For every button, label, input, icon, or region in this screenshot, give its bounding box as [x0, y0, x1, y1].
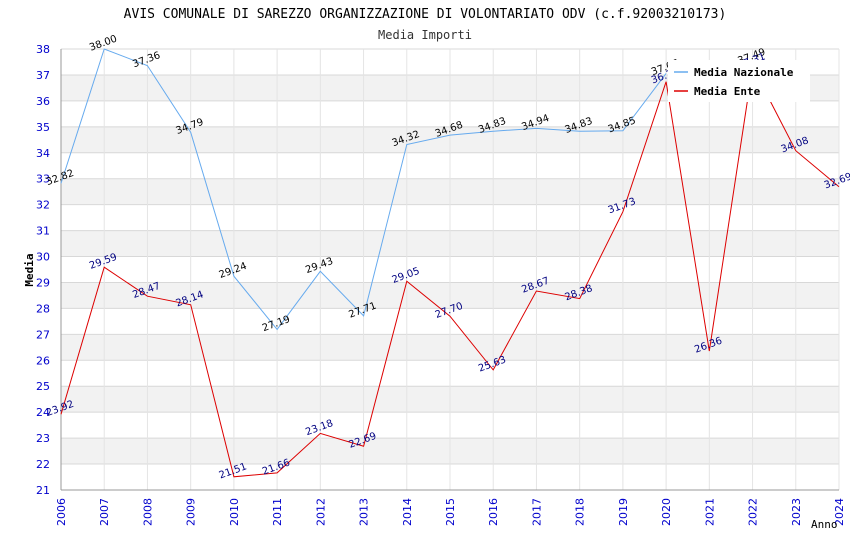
- y-tick-label: 33: [36, 173, 50, 186]
- x-tick-label: 2015: [444, 498, 457, 526]
- x-tick-label: 2021: [703, 498, 716, 526]
- y-tick-label: 32: [36, 199, 50, 212]
- x-tick-label: 2008: [141, 498, 154, 526]
- y-tick-label: 35: [36, 121, 50, 134]
- y-tick-label: 29: [36, 276, 50, 289]
- series-line-2: [60, 65, 840, 478]
- x-tick-label: 2012: [314, 498, 327, 526]
- x-tick-label: 2022: [747, 498, 760, 526]
- data-label: 27.19: [261, 314, 292, 334]
- y-tick-label: 26: [36, 354, 50, 367]
- x-tick-label: 2024: [833, 498, 846, 526]
- y-axis-label: Media: [23, 253, 36, 286]
- y-tick-label: 37: [36, 69, 50, 82]
- x-tick-label: 2013: [358, 498, 371, 526]
- x-tick-label: 2009: [185, 498, 198, 526]
- y-tick-label: 23: [36, 432, 50, 445]
- y-tick-label: 21: [36, 484, 50, 497]
- chart-subtitle: Media Importi: [378, 28, 472, 42]
- x-tick-label: 2023: [790, 498, 803, 526]
- chart-title: AVIS COMUNALE DI SAREZZO ORGANIZZAZIONE …: [124, 7, 727, 22]
- legend-label: Media Ente: [694, 85, 761, 98]
- axes: [60, 49, 839, 491]
- y-tick-label: 22: [36, 458, 50, 471]
- legend-box: [668, 60, 810, 102]
- x-tick-label: 2018: [574, 498, 587, 526]
- series-lines: [60, 48, 840, 478]
- y-tick-label: 38: [36, 43, 50, 56]
- data-label: 23.92: [45, 399, 76, 419]
- x-tick-label: 2011: [271, 498, 284, 526]
- y-tick-label: 30: [36, 251, 50, 264]
- x-axis-label: Anno: [811, 518, 838, 531]
- x-tick-labels: 2006 2007 2008 2009 2010 2011 2012 2013 2014 2015…: [55, 498, 846, 526]
- x-tick-label: 2017: [530, 498, 543, 526]
- y-tick-label: 34: [36, 147, 50, 160]
- x-tick-label: 2014: [401, 498, 414, 526]
- x-tick-label: 2006: [55, 498, 68, 526]
- series-line-1: [60, 48, 667, 331]
- data-label: 29.24: [218, 261, 249, 281]
- x-tick-label: 2019: [617, 498, 630, 526]
- y-tick-label: 27: [36, 328, 50, 341]
- y-tick-label: 24: [36, 406, 50, 419]
- legend: Media Nazionale Media Ente: [668, 60, 810, 102]
- y-tick-label: 28: [36, 302, 50, 315]
- y-tick-label: 31: [36, 225, 50, 238]
- data-label: 37.36: [131, 50, 162, 70]
- x-gridlines: [60, 49, 840, 490]
- y-tick-labels: 21 22 23 24 25 26 27 28 29 30 31 32 33 34 35 36 37 38: [36, 43, 50, 497]
- x-tick-label: 2007: [98, 498, 111, 526]
- data-label: 23.18: [304, 418, 335, 438]
- y-tick-label: 36: [36, 95, 50, 108]
- y-tick-label: 25: [36, 380, 50, 393]
- x-tick-label: 2010: [228, 498, 241, 526]
- x-tick-label: 2020: [660, 498, 673, 526]
- legend-label: Media Nazionale: [694, 66, 794, 79]
- x-tick-label: 2016: [487, 498, 500, 526]
